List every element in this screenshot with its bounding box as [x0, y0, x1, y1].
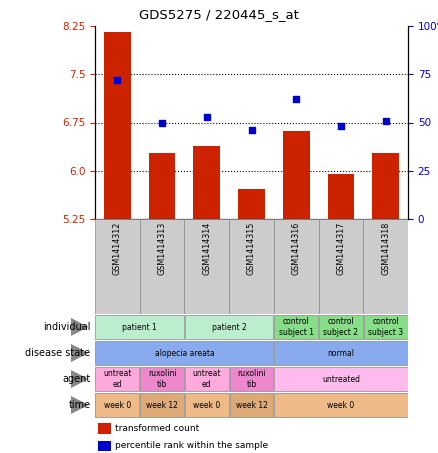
Bar [372, 153, 399, 219]
Text: week 0: week 0 [327, 400, 354, 410]
Bar [95, 393, 139, 417]
Point [382, 117, 389, 124]
Bar [148, 153, 176, 219]
Bar [230, 367, 273, 391]
Text: ruxolini
tib: ruxolini tib [237, 369, 266, 389]
Text: week 0: week 0 [104, 400, 131, 410]
Bar [184, 219, 229, 314]
Text: individual: individual [43, 322, 91, 332]
Bar [274, 341, 407, 365]
Text: agent: agent [62, 374, 91, 384]
Bar [95, 315, 184, 339]
Bar [274, 315, 318, 339]
Text: untreated: untreated [322, 375, 360, 384]
Text: GSM1414313: GSM1414313 [158, 222, 166, 275]
Text: control
subject 1: control subject 1 [279, 317, 314, 337]
Bar [274, 219, 318, 314]
Bar [140, 393, 184, 417]
Text: untreat
ed: untreat ed [193, 369, 221, 389]
Text: GSM1414316: GSM1414316 [292, 222, 301, 275]
Bar [95, 367, 139, 391]
Text: transformed count: transformed count [115, 424, 200, 433]
Text: normal: normal [328, 348, 354, 357]
Text: patient 1: patient 1 [122, 323, 157, 332]
Bar [140, 219, 184, 314]
Bar [95, 219, 140, 314]
Point [159, 119, 166, 126]
Bar [185, 393, 229, 417]
Bar [274, 367, 407, 391]
Polygon shape [71, 396, 88, 414]
Text: untreat
ed: untreat ed [103, 369, 131, 389]
Bar [185, 367, 229, 391]
Text: week 12: week 12 [146, 400, 178, 410]
Text: week 12: week 12 [236, 400, 268, 410]
Bar [238, 189, 265, 219]
Point [293, 96, 300, 103]
Text: time: time [68, 400, 91, 410]
Text: patient 2: patient 2 [212, 323, 247, 332]
Point [337, 123, 344, 130]
Bar [95, 341, 273, 365]
Polygon shape [71, 370, 88, 388]
Text: control
subject 2: control subject 2 [323, 317, 358, 337]
Text: alopecia areata: alopecia areata [155, 348, 214, 357]
Bar [140, 367, 184, 391]
Polygon shape [71, 344, 88, 362]
Text: GSM1414317: GSM1414317 [336, 222, 346, 275]
Bar [193, 146, 220, 219]
Bar [229, 219, 274, 314]
Bar [363, 219, 408, 314]
Bar [230, 393, 273, 417]
Text: ruxolini
tib: ruxolini tib [148, 369, 177, 389]
Text: week 0: week 0 [193, 400, 220, 410]
Point [114, 77, 121, 84]
Polygon shape [71, 318, 88, 336]
Point [203, 113, 210, 120]
Text: GDS5275 / 220445_s_at: GDS5275 / 220445_s_at [139, 9, 299, 21]
Text: GSM1414314: GSM1414314 [202, 222, 211, 275]
Text: percentile rank within the sample: percentile rank within the sample [115, 442, 268, 450]
Text: control
subject 3: control subject 3 [368, 317, 403, 337]
Bar [364, 315, 407, 339]
Bar [318, 219, 363, 314]
Text: GSM1414312: GSM1414312 [113, 222, 122, 275]
Bar [104, 33, 131, 219]
Text: disease state: disease state [25, 348, 91, 358]
Bar [185, 315, 273, 339]
Bar [98, 423, 111, 434]
Bar [319, 315, 363, 339]
Bar [274, 393, 407, 417]
Bar [328, 174, 354, 219]
Text: GSM1414315: GSM1414315 [247, 222, 256, 275]
Bar [98, 441, 111, 451]
Bar [283, 131, 310, 219]
Text: GSM1414318: GSM1414318 [381, 222, 390, 275]
Point [248, 126, 255, 134]
